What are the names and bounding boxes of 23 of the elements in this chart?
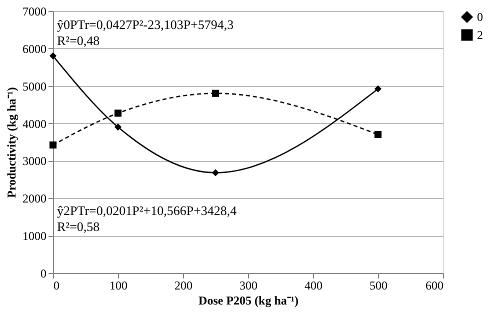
y-tick-label: 0: [40, 266, 46, 280]
legend-label: 2: [477, 28, 483, 42]
annotation: ŷ0PTr=0,0427P²-23,103P+5794,3: [57, 17, 234, 32]
y-tick-label: 5000: [22, 79, 46, 94]
y-tick-label: 6000: [22, 42, 46, 56]
y-tick-label: 4000: [22, 116, 46, 131]
y-tick-label: 1000: [22, 229, 46, 244]
y-axis-title: Productivity (kg ha⁻¹): [4, 87, 18, 198]
y-tick-label: 7000: [22, 4, 46, 18]
x-tick-label: 500: [370, 278, 388, 292]
x-tick-label: 600: [426, 278, 444, 292]
x-tick-label: 300: [240, 278, 258, 292]
x-tick-label: 200: [174, 278, 192, 292]
legend-label: 0: [477, 10, 483, 24]
annotation: R²=0,58: [57, 219, 100, 234]
x-axis-title: Dose P205 (kg ha⁻¹): [198, 294, 298, 308]
annotation: ŷ2PTr=0,0201P²+10,566P+3428,4: [57, 203, 238, 218]
annotation: R²=0,48: [57, 33, 100, 48]
x-tick-label: 100: [110, 278, 128, 292]
y-tick-label: 2000: [22, 192, 46, 206]
x-tick-label: 0: [54, 278, 60, 292]
y-tick-label: 3000: [22, 154, 46, 168]
x-tick-label: 400: [304, 278, 322, 292]
